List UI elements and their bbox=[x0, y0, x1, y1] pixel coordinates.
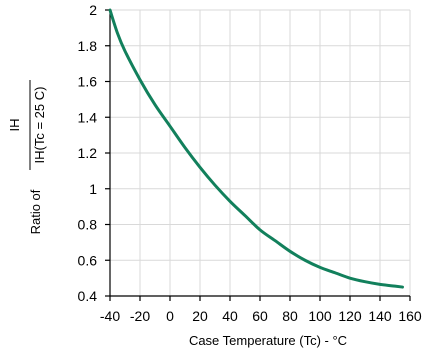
y-axis-title-prefix: Ratio of bbox=[28, 189, 43, 234]
gridlines bbox=[109, 9, 411, 297]
x-axis-title: Case Temperature (Tc) - °C bbox=[189, 333, 347, 348]
x-tick-label: 80 bbox=[282, 308, 298, 324]
x-tick-label: 120 bbox=[338, 308, 362, 324]
y-axis-title-denominator: IH(Tc = 25 C) bbox=[32, 87, 47, 164]
x-tick-label: 40 bbox=[222, 308, 238, 324]
y-tick-label: 1 bbox=[89, 181, 97, 197]
y-tick-label: 1.8 bbox=[78, 38, 98, 54]
y-tick-label: 2 bbox=[89, 2, 97, 18]
x-tick-label: -40 bbox=[100, 308, 120, 324]
y-tick-label: 0.6 bbox=[78, 252, 98, 268]
x-tick-label: 20 bbox=[192, 308, 208, 324]
y-tick-label: 1.6 bbox=[78, 74, 98, 90]
x-tick-label: 0 bbox=[166, 308, 174, 324]
y-tick-label: 1.4 bbox=[78, 109, 98, 125]
data-series bbox=[108, 8, 404, 289]
axes bbox=[105, 9, 411, 301]
series-line bbox=[108, 8, 404, 289]
x-tick-label: -20 bbox=[130, 308, 150, 324]
y-tick-label: 0.8 bbox=[78, 217, 98, 233]
x-tick-label: 140 bbox=[368, 308, 392, 324]
x-tick-label: 100 bbox=[308, 308, 332, 324]
x-tick-label: 160 bbox=[398, 308, 422, 324]
y-tick-label: 0.4 bbox=[78, 288, 98, 304]
tick-labels: -40 -20 0 20 40 60 80 100 120 140 160 0.4 0.6 0.8 1 1.2… bbox=[78, 2, 422, 324]
y-tick-label: 1.2 bbox=[78, 145, 98, 161]
y-axis-title: Ratio of IH IH(Tc = 25 C) bbox=[7, 80, 47, 234]
y-axis-title-numerator: IH bbox=[7, 119, 22, 132]
x-tick-label: 60 bbox=[252, 308, 268, 324]
